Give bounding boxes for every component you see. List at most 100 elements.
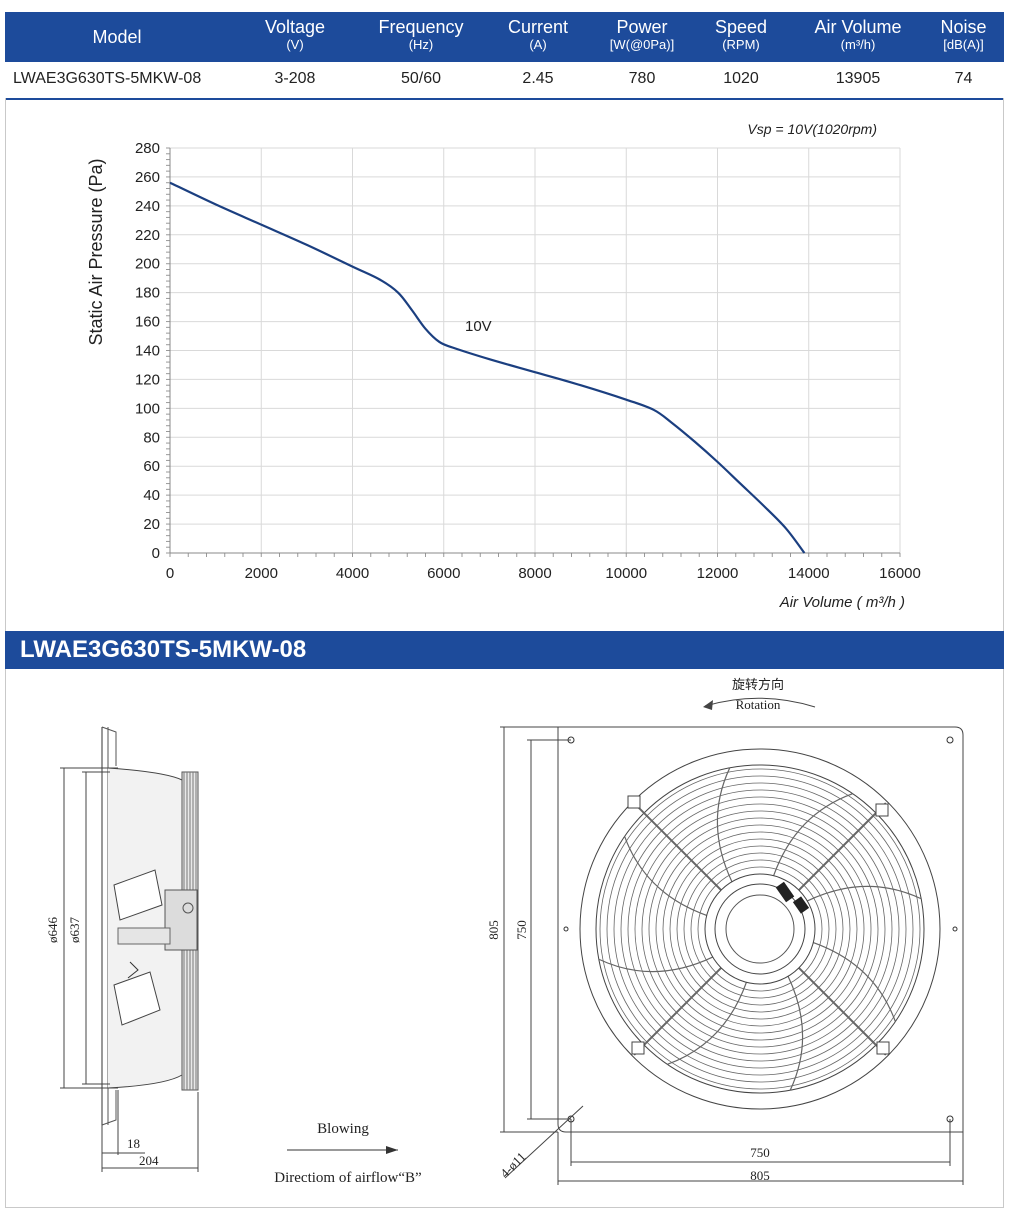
chart-series [169,181,806,554]
guard-ring [648,817,872,1041]
cell-model: LWAE3G630TS-5MKW-08 [13,70,202,87]
dim-750-height-label: 750 [514,920,529,940]
frame-bottom [5,1207,1004,1208]
y-tick-label: 160 [135,314,160,331]
spec-table-header: Model Voltage (V) Frequency (Hz) Current (A… [5,12,1004,62]
cell-frequency: 50/60 [400,70,442,87]
guard-ring [634,803,886,1055]
header-unit: [dB(A)] [943,37,984,52]
dim-hole-label: 4-ø11 [497,1149,529,1181]
cell-power: 780 [628,70,656,87]
header-air-volume: Air Volume (m³/h) [793,12,923,62]
x-tick-label: 0 [166,565,174,582]
y-tick-label: 80 [143,429,160,446]
y-tick-label: 0 [152,545,160,562]
guard-ring [697,866,823,992]
y-tick-label: 40 [143,487,160,504]
y-tick-label: 180 [135,285,160,302]
header-label: Current [507,17,569,37]
chart-ticks: 0 2000 4000 6000 8000 10000 12000 14000 16000 0 20… [135,140,921,582]
dim-18-label: 18 [127,1136,140,1151]
dim-637-label: ø637 [67,917,82,944]
dim-750-width-label: 750 [750,1145,770,1160]
x-tick-label: 4000 [336,565,369,582]
guard-ring [599,768,921,1090]
series-label: 10V [465,318,492,335]
y-tick-label: 20 [143,516,160,533]
guard-ring [669,838,851,1020]
mounting-strut [633,962,727,1056]
guard-ring [627,796,893,1062]
header-label: Air Volume [814,17,902,37]
y-tick-label: 140 [135,343,160,360]
guard-spoke [598,956,713,973]
y-tick-label: 240 [135,198,160,215]
header-speed: Speed (RPM) [689,12,793,62]
x-tick-label: 8000 [518,565,551,582]
header-unit: [W(@0Pa)] [609,37,675,52]
mounting-strut [793,962,887,1056]
mounting-strut [633,802,727,896]
header-unit: (Hz) [408,37,434,52]
y-tick-label: 280 [135,140,160,157]
x-axis-label: Air Volume ( m³/h ) [779,594,905,611]
spec-table-row: LWAE3G630TS-5MKW-08 3-208 50/60 2.45 780… [5,62,1004,100]
header-label: Power [616,17,668,37]
x-tick-label: 14000 [788,565,830,582]
x-tick-label: 6000 [427,565,460,582]
pressure-airflow-chart: 0 2000 4000 6000 8000 10000 12000 14000 16000 0 20… [86,121,921,611]
header-label: Voltage [264,17,326,37]
guard-spoke [813,942,896,1022]
guard-ring [606,775,914,1083]
rotation-en-label: Rotation [736,697,781,712]
y-tick-label: 60 [143,458,160,475]
guard-spoke [807,885,922,902]
cell-speed: 1020 [723,70,759,87]
y-tick-label: 120 [135,371,160,388]
chart-grid [169,147,901,554]
dim-805-width-label: 805 [750,1168,770,1183]
guard-spoke [787,976,804,1091]
side-view-dimensions [60,767,199,1172]
x-tick-label: 2000 [245,565,278,582]
cell-voltage: 3-208 [274,70,316,87]
header-label: Speed [714,17,768,37]
cell-air-volume: 13905 [835,70,881,87]
chart-title: Vsp = 10V(1020rpm) [747,121,877,137]
dim-805-height-label: 805 [486,920,501,940]
header-power: Power [W(@0Pa)] [595,12,689,62]
x-tick-label: 12000 [697,565,739,582]
cell-noise: 74 [954,70,973,87]
y-tick-label: 220 [135,227,160,244]
series-line-10v [169,181,806,554]
header-unit: (RPM) [722,37,760,52]
header-unit: (m³/h) [840,37,876,52]
dim-204-label: 204 [139,1153,159,1168]
header-label: Noise [940,17,987,37]
y-tick-label: 100 [135,400,160,417]
airflow-label: Directiom of airflow“B” [274,1170,421,1186]
y-axis-label: Static Air Pressure (Pa) [86,158,106,345]
header-unit: (A) [529,37,547,52]
guard-ring [641,810,879,1048]
guard-ring [655,824,865,1034]
cell-current: 2.45 [522,70,554,87]
blowing-label: Blowing [317,1121,369,1137]
side-view-fan [101,726,199,1126]
model-title-band: LWAE3G630TS-5MKW-08 [5,631,1004,669]
y-tick-label: 260 [135,169,160,186]
guard-ring [613,782,907,1076]
header-model: Model [5,12,229,62]
front-view-fan [557,726,964,1133]
rotation-arrow [704,697,816,708]
header-unit: (V) [286,37,304,52]
guard-spoke [773,793,853,876]
guard-ring [683,852,837,1006]
x-tick-label: 16000 [879,565,921,582]
header-label: Model [92,27,142,47]
header-noise: Noise [dB(A)] [923,12,1004,62]
mounting-strut [793,802,887,896]
guard-ring [676,845,844,1013]
x-tick-label: 10000 [605,565,647,582]
